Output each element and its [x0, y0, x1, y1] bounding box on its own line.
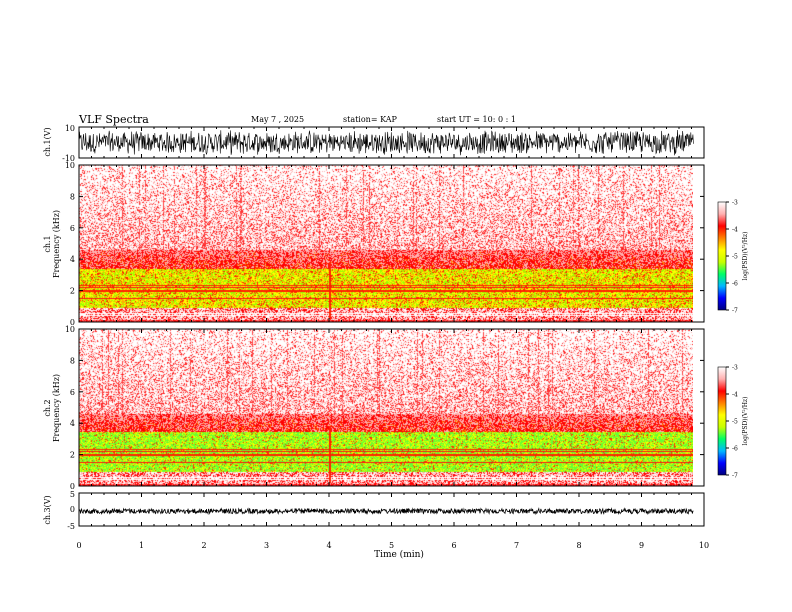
ch1-spectrogram-panel: 0 2 4 6 8 10 ch.1 Frequency (kHz): [43, 161, 705, 327]
ch2-colorbar-bar: [717, 366, 727, 476]
ch2-spec-ytick-label-10: 10: [65, 325, 75, 334]
ch2-spec-ylabel-top: ch.2: [43, 399, 52, 416]
x-tick-label-3: 3: [264, 541, 269, 550]
ch3-ytick-mid: 0: [70, 505, 75, 514]
ch1-spec-ytick-label-2: 2: [70, 287, 75, 296]
ch2-spectrogram-panel: 0 2 4 6 8 10 ch.2 Frequency (kHz): [43, 325, 705, 491]
ch1-colorbar-label: log(PSD)(V²/Hz): [742, 232, 749, 281]
ch3-waveform-line: [78, 507, 694, 516]
ch3-ytick-bottom: -5: [67, 522, 75, 531]
ch2-spec-ylabel-bottom: Frequency (kHz): [52, 374, 61, 442]
ch1-waveform-line: [78, 129, 694, 156]
ch2-colorbar-tick-label--7: -7: [732, 473, 738, 480]
ch1-spec-ylabel-bottom: Frequency (kHz): [52, 210, 61, 278]
ch2-spec-ytick-label-6: 6: [70, 388, 75, 397]
ch1-colorbar-tick-label--7: -7: [732, 308, 738, 315]
figure-title: VLF Spectra: [78, 113, 149, 126]
x-tick-label-2: 2: [201, 541, 206, 550]
ch3-waveform-ylabel: ch.3(V): [43, 495, 52, 524]
ch2-colorbar-tick-label--5: -5: [732, 419, 738, 426]
station-label: station= KAP: [343, 115, 398, 124]
ch2-spec-ytick-label-2: 2: [70, 451, 75, 460]
x-tick-label-6: 6: [451, 541, 456, 550]
ch1-colorbar: -3 -4 -5 -6 -7 log(PSD)(V²/Hz): [717, 200, 749, 315]
x-tick-label-9: 9: [639, 541, 644, 550]
ch1-waveform-ylabel: ch.1(V): [43, 127, 52, 156]
ch2-colorbar: -3 -4 -5 -6 -7 log(PSD)(V²/Hz): [717, 365, 749, 480]
ch1-spec-ytick-label-4: 4: [70, 255, 75, 264]
ch1-waveform-panel: 10 -10 ch.1(V): [43, 124, 705, 163]
ch1-colorbar-bar: [717, 201, 727, 311]
x-tick-label-7: 7: [514, 541, 519, 550]
ch1-colorbar-tick-label--3: -3: [732, 200, 738, 207]
ch3-waveform-trace: [78, 507, 694, 516]
ch2-colorbar-label: log(PSD)(V²/Hz): [742, 397, 749, 446]
x-tick-label-5: 5: [389, 541, 394, 550]
ch2-colorbar-tick-label--4: -4: [732, 392, 738, 399]
ch1-spec-ytick-label-8: 8: [70, 192, 75, 201]
x-tick-label-4: 4: [326, 541, 331, 550]
x-tick-label-0: 0: [76, 541, 81, 550]
ch1-colorbar-tick-label--4: -4: [732, 227, 738, 234]
x-tick-label-1: 1: [139, 541, 144, 550]
ch1-waveform-trace: [78, 129, 694, 156]
ch2-colorbar-tick-label--6: -6: [732, 446, 738, 453]
ch1-spec-ytick-label-10: 10: [65, 161, 75, 170]
ch2-colorbar-tick-label--3: -3: [732, 365, 738, 372]
ch2-spec-ytick-label-8: 8: [70, 356, 75, 365]
ch1-colorbar-tick-label--5: -5: [732, 254, 738, 261]
ch1-spec-ytick-label-0: 0: [70, 318, 75, 327]
ch1-ytick-top: 10: [65, 124, 75, 133]
ch1-spectrogram-image: [79, 165, 693, 322]
ch1-spec-ytick-label-6: 6: [70, 224, 75, 233]
ch2-spec-ytick-label-0: 0: [70, 482, 75, 491]
ch1-spec-ylabel-top: ch.1: [43, 235, 52, 252]
ch3-waveform-panel: 5 0 -5 ch.3(V): [43, 490, 705, 531]
date-label: May 7 , 2025: [251, 115, 304, 124]
ch1-ytick-bottom: -10: [62, 154, 75, 163]
time-axis-label: Time (min): [374, 549, 424, 560]
start-time-label: start UT = 10: 0 : 1: [437, 115, 516, 124]
time-axis: 0 1 2 3 4 5 6 7 8 9 10: [76, 127, 709, 550]
ch2-spectrogram-image: [79, 329, 693, 486]
ch2-spec-ytick-label-4: 4: [70, 419, 75, 428]
x-tick-label-8: 8: [576, 541, 581, 550]
x-tick-label-10: 10: [699, 541, 709, 550]
ch1-colorbar-tick-label--6: -6: [732, 281, 738, 288]
ch3-ytick-top: 5: [70, 490, 75, 499]
